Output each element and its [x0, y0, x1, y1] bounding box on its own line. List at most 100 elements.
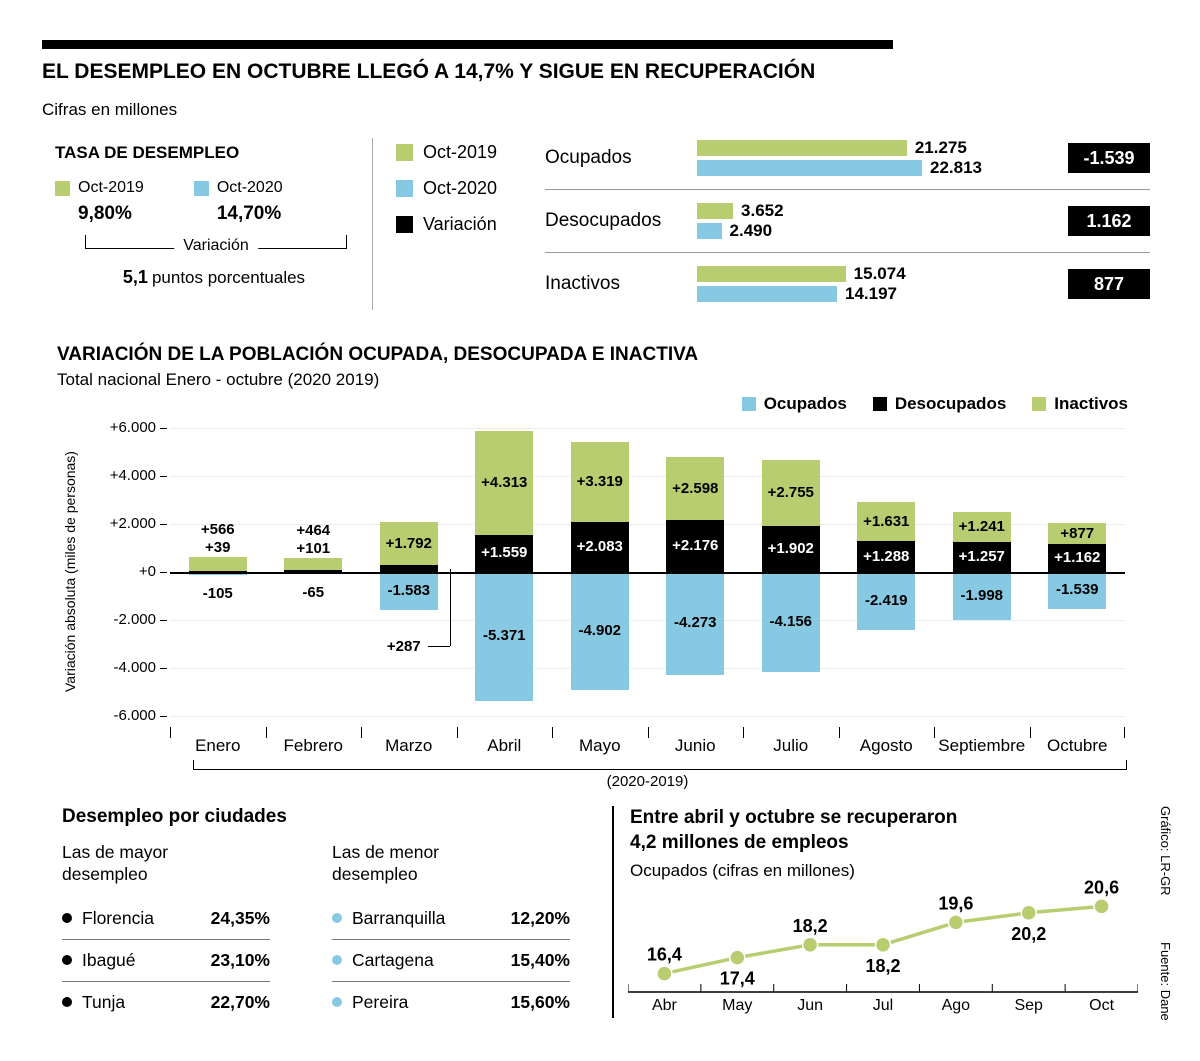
- bar-value: 14.197: [845, 284, 898, 303]
- tasa-item-label: Oct-2020: [216, 179, 283, 196]
- variation-badge: 877: [1068, 269, 1150, 299]
- city-row: Barranquilla 12,20%: [332, 898, 570, 940]
- segment-label: +39: [205, 539, 231, 557]
- segment-ocupados: [475, 572, 534, 701]
- city-group-header: Las de mayor desempleo: [62, 842, 169, 884]
- segment-ocupados: [952, 572, 1011, 620]
- gridline: [170, 668, 1125, 669]
- city-dot: [62, 997, 72, 1008]
- y-tick-mark: [160, 668, 167, 669]
- segment-label: +1.792: [385, 534, 432, 552]
- tasa-item-value: 14,70%: [216, 203, 282, 224]
- segment-ocupados: [666, 572, 725, 675]
- segment-label: +1.902: [767, 540, 814, 558]
- month-label: Junio: [647, 727, 744, 757]
- tasa-desempleo-panel: TASA DE DESEMPLEO Oct-2019 9,80% Oct-2020 1…: [55, 143, 373, 288]
- legend-swatch: [55, 180, 70, 196]
- legend-label: Ocupados: [763, 394, 847, 413]
- month-label: Marzo: [361, 727, 457, 757]
- variacion-bracket: Variación: [85, 235, 347, 261]
- gridline: [170, 620, 1125, 621]
- bracket-lines: [85, 235, 347, 248]
- bar-line: 14.197: [697, 284, 1150, 304]
- y-tick-label: +0: [138, 563, 156, 580]
- city-name: Florencia: [82, 907, 154, 928]
- city-name: Ibagué: [82, 949, 136, 970]
- top-legend: Oct-2019 Oct-2020 Variación: [396, 142, 497, 250]
- segment-inactivos: [188, 557, 247, 572]
- x-tick-label: Oct: [1089, 997, 1114, 1014]
- bar-line: 2.490: [697, 221, 1150, 241]
- segment-label: -65: [302, 583, 325, 601]
- recovery-title-line2: 4,2 millones de empleos: [630, 831, 849, 853]
- city-group-header: Las de menor desempleo: [332, 842, 440, 884]
- month-label: Enero: [170, 727, 266, 757]
- legend-swatch: [193, 180, 209, 196]
- data-point: [656, 965, 673, 982]
- segment-inactivos: [475, 431, 534, 535]
- y-tick-label: -2.000: [113, 611, 156, 628]
- segment-label: +1.257: [958, 547, 1005, 565]
- tasa-item: Oct-2020 14,70%: [193, 179, 283, 225]
- legend-swatch: [396, 180, 413, 197]
- segment-desocupados: [475, 534, 534, 572]
- point-label: 19,6: [938, 893, 973, 913]
- segment-ocupados: [379, 572, 438, 610]
- bar-value: 3.652: [741, 201, 784, 220]
- city-value: 15,60%: [510, 991, 570, 1012]
- legend-label: Oct-2020: [423, 178, 498, 198]
- gridline: [170, 476, 1125, 477]
- segment-desocupados: [952, 541, 1011, 572]
- data-point: [801, 936, 819, 954]
- segment-inactivos: [857, 501, 916, 542]
- city-value: 15,40%: [510, 949, 570, 970]
- bar-Oct-2020: [697, 223, 722, 239]
- y-tick-mark: [160, 524, 167, 525]
- legend-item: Oct-2019: [396, 142, 497, 163]
- x-tick-label: Jun: [797, 997, 823, 1014]
- x-tick-label: Ago: [942, 997, 971, 1014]
- city-row: Pereira 15,60%: [332, 982, 570, 1023]
- credit-fuente: Fuente: Dane: [1158, 942, 1173, 1021]
- bar-Oct-2020: [697, 160, 922, 176]
- segment-label: -105: [202, 584, 233, 602]
- bars-group: 21.275 22.813: [697, 138, 1150, 179]
- city-row: Ibagué 23,10%: [62, 940, 270, 982]
- data-point: [874, 936, 892, 954]
- bar-Oct-2019: [697, 140, 907, 156]
- bar-line: 15.074: [697, 264, 1150, 284]
- city-group: Las de menor desempleo Barranquilla 12,20%…: [332, 842, 570, 1023]
- y-tick-mark: [160, 620, 167, 621]
- gridline: [170, 716, 1125, 717]
- recovery-panel: Entre abril y octubre se recuperaron 4,2…: [630, 806, 1135, 881]
- bar-value: 15.074: [853, 264, 906, 283]
- y-tick-label: +2.000: [109, 515, 156, 532]
- bottom-divider: [612, 806, 614, 1018]
- city-row: Florencia 24,35%: [62, 898, 270, 940]
- tasa-item-row: Oct-2020: [193, 179, 283, 197]
- segment-inactivos: [570, 442, 629, 522]
- variacion-number: 5,1: [122, 267, 148, 287]
- y-tick-mark: [160, 716, 167, 717]
- city-row: Cartagena 15,40%: [332, 940, 570, 982]
- legend-swatch: [741, 397, 756, 411]
- month-label: Mayo: [552, 727, 648, 757]
- month-label: Septiembre: [934, 727, 1030, 757]
- variation-plot: +6.000 +4.000 +2.000 +0 -2.000 -4.000 -6.000 +5…: [110, 419, 1125, 724]
- legend-label: Oct-2019: [423, 142, 498, 162]
- city-name: Tunja: [82, 991, 126, 1012]
- recovery-subtitle: Ocupados (cifras en millones): [630, 861, 855, 881]
- segment-label: +566: [200, 521, 235, 539]
- bar-Oct-2020: [697, 286, 838, 302]
- segment-ocupados: [1048, 572, 1107, 609]
- cities-panel: Desempleo por ciudades Las de mayor dese…: [62, 806, 597, 1023]
- month-label: Febrero: [265, 727, 362, 757]
- point-label: 17,4: [720, 969, 755, 989]
- recovery-chart: 16,4 Abr 17,4 May 18,2 Jun 18,2 Jul 19,6 Ago 20,2 S…: [627, 868, 1139, 1018]
- vertical-separator: [372, 138, 373, 310]
- bar-line: 22.813: [697, 158, 1150, 178]
- gridline: [170, 572, 1125, 574]
- legend-item: Variación: [396, 214, 497, 235]
- legend-label: Inactivos: [1054, 394, 1128, 413]
- data-point: [1093, 898, 1110, 915]
